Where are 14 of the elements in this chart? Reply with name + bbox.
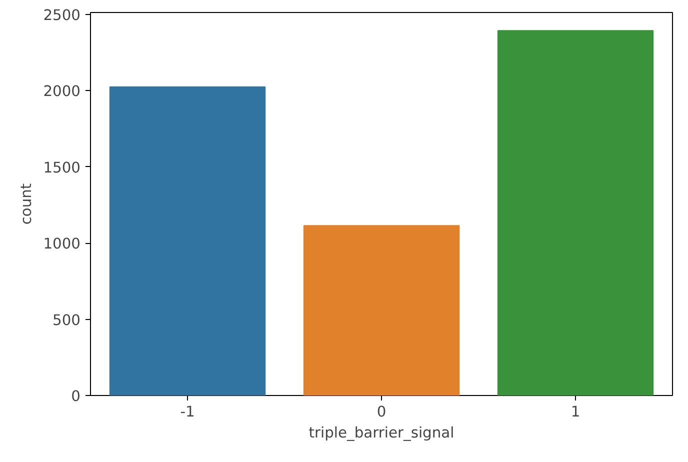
y-tick-label: 1500: [43, 159, 81, 176]
bar: [109, 86, 266, 396]
x-tick-label: 1: [570, 404, 580, 420]
bar: [303, 225, 460, 396]
x-tick-label: 0: [376, 404, 386, 420]
y-tick-label: 0: [71, 388, 81, 405]
x-axis-title: triple_barrier_signal: [308, 424, 454, 442]
y-tick-label: 2000: [43, 83, 81, 100]
y-tick-label: 500: [52, 312, 81, 329]
x-tick-label: -1: [180, 404, 195, 420]
y-tick-label: 2500: [43, 6, 81, 24]
bar: [497, 30, 654, 396]
y-tick-label: 1000: [43, 236, 81, 253]
y-axis-title: count: [18, 183, 36, 225]
